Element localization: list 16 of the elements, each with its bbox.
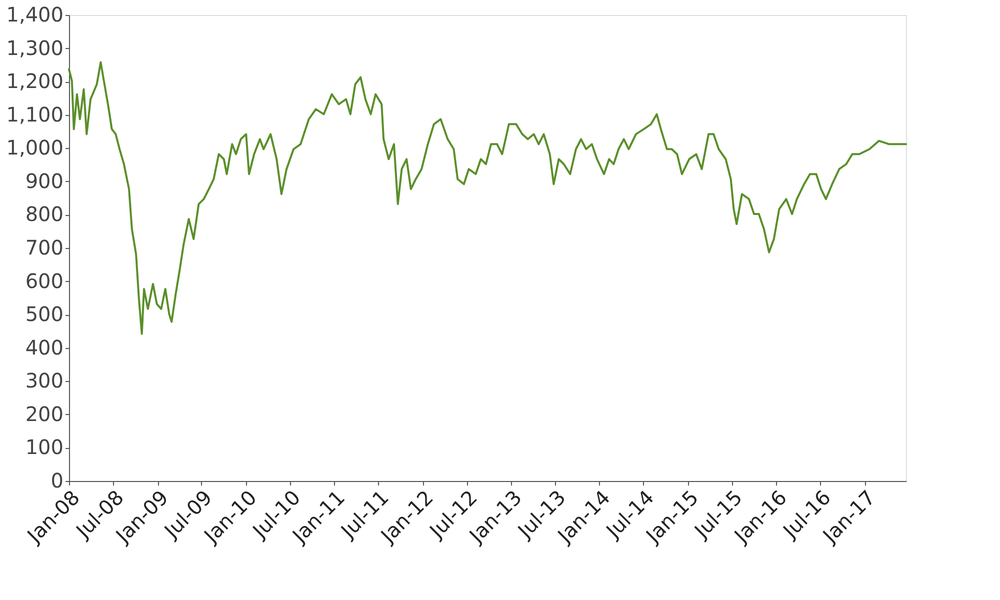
y-tick-label: 0 [50,468,64,492]
y-tick-label: 1,300 [6,36,64,60]
y-tick-label: 1,200 [6,69,64,94]
y-tick-label: 300 [25,368,64,393]
y-tick-label: 800 [25,202,64,226]
y-tick-label: 900 [25,168,64,193]
y-tick-label: 600 [25,268,64,293]
y-tick-label: 1,000 [6,136,64,160]
y-tick-label: 1,400 [6,2,64,26]
y-tick-label: 700 [25,236,64,260]
y-tick-label: 200 [25,402,64,426]
line-series [68,61,907,335]
y-tick-label: 1,100 [6,102,64,126]
y-tick-label: 500 [25,302,64,326]
y-tick-label: 100 [25,435,64,460]
y-tick-label: 400 [25,335,64,360]
